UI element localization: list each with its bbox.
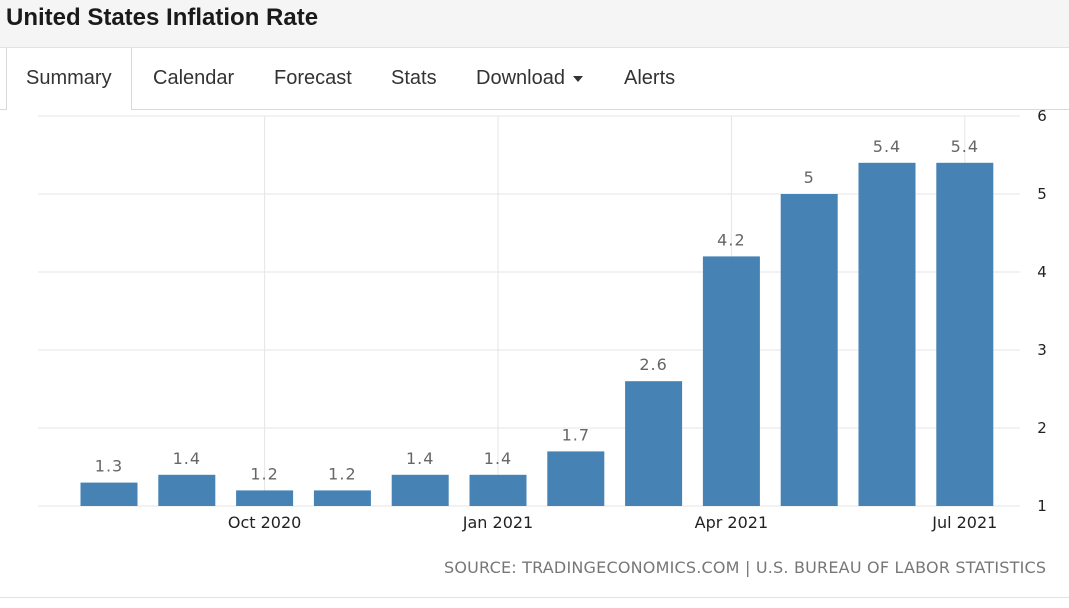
data-label: 5.4 bbox=[873, 137, 901, 156]
divider bbox=[0, 597, 1069, 598]
y-axis: 1 2 3 4 5 6 bbox=[1037, 107, 1047, 515]
tab-alerts[interactable]: Alerts bbox=[624, 48, 675, 108]
bar-apr-2021[interactable] bbox=[702, 256, 760, 506]
data-label: 1.4 bbox=[484, 449, 512, 468]
grid-lines bbox=[38, 115, 1020, 507]
bar-jul-2021[interactable] bbox=[936, 162, 994, 507]
data-label: 2.6 bbox=[639, 355, 667, 374]
data-label: 1.4 bbox=[406, 449, 434, 468]
x-tick-label: Oct 2020 bbox=[228, 513, 301, 532]
bar-jan-2021[interactable] bbox=[469, 474, 527, 506]
data-label: 1.3 bbox=[95, 457, 123, 476]
bar-aug-2020[interactable] bbox=[80, 482, 138, 506]
tab-download[interactable]: Download bbox=[476, 48, 583, 108]
x-tick-label: Jan 2021 bbox=[462, 513, 533, 532]
y-tick-label: 2 bbox=[1037, 419, 1047, 437]
y-tick-label: 1 bbox=[1037, 497, 1047, 515]
data-label: 5.4 bbox=[951, 137, 979, 156]
tab-calendar-label: Calendar bbox=[153, 67, 235, 89]
y-tick-label: 4 bbox=[1037, 263, 1047, 281]
tab-stats-label: Stats bbox=[391, 67, 437, 89]
bar-may-2021[interactable] bbox=[780, 194, 838, 506]
value-labels: 1.3 1.4 1.2 1.2 1.4 1.4 1.7 2.6 4.2 5 5.4 5.4 bbox=[95, 137, 979, 484]
data-label: 1.2 bbox=[328, 464, 356, 483]
source-attribution: SOURCE: TRADINGECONOMICS.COM | U.S. BURE… bbox=[444, 558, 1047, 577]
tab-download-label: Download bbox=[476, 67, 565, 89]
bars bbox=[80, 162, 994, 507]
bar-dec-2020[interactable] bbox=[391, 474, 449, 506]
page-title: United States Inflation Rate bbox=[6, 4, 319, 31]
tab-stats[interactable]: Stats bbox=[391, 48, 437, 108]
bar-jun-2021[interactable] bbox=[858, 162, 916, 507]
tab-forecast-label: Forecast bbox=[274, 67, 352, 89]
x-tick-label: Apr 2021 bbox=[695, 513, 768, 532]
bar-chart: 1.3 1.4 1.2 1.2 1.4 1.4 1.7 2.6 4.2 5 5.4 5.4 Oct 2… bbox=[38, 107, 1047, 532]
x-tick-label: Jul 2021 bbox=[931, 513, 997, 532]
y-tick-label: 5 bbox=[1037, 185, 1047, 203]
chevron-down-icon bbox=[572, 75, 583, 82]
data-label: 1.2 bbox=[250, 464, 278, 483]
header-bar: United States Inflation Rate bbox=[0, 0, 1069, 48]
data-label: 1.4 bbox=[173, 449, 201, 468]
chart-area: 1.3 1.4 1.2 1.2 1.4 1.4 1.7 2.6 4.2 5 5.4 5.4 Oct 2… bbox=[0, 107, 1069, 603]
tab-alerts-label: Alerts bbox=[624, 67, 676, 89]
data-label: 4.2 bbox=[717, 230, 745, 249]
y-tick-label: 3 bbox=[1037, 341, 1047, 359]
bar-oct-2020[interactable] bbox=[236, 490, 294, 506]
bar-feb-2021[interactable] bbox=[547, 451, 605, 506]
tab-forecast[interactable]: Forecast bbox=[274, 48, 352, 108]
x-axis: Oct 2020 Jan 2021 Apr 2021 Jul 2021 bbox=[228, 513, 997, 532]
bar-sep-2020[interactable] bbox=[158, 474, 216, 506]
data-label: 1.7 bbox=[562, 425, 590, 444]
tab-summary[interactable]: Summary bbox=[6, 48, 132, 110]
tab-calendar[interactable]: Calendar bbox=[153, 48, 234, 108]
bar-nov-2020[interactable] bbox=[313, 490, 371, 506]
tab-summary-label: Summary bbox=[26, 67, 112, 89]
data-label: 5 bbox=[804, 168, 815, 187]
y-tick-label: 6 bbox=[1037, 110, 1047, 125]
tab-bar: Summary Calendar Forecast Stats Download… bbox=[0, 48, 1069, 110]
bar-mar-2021[interactable] bbox=[625, 381, 683, 506]
